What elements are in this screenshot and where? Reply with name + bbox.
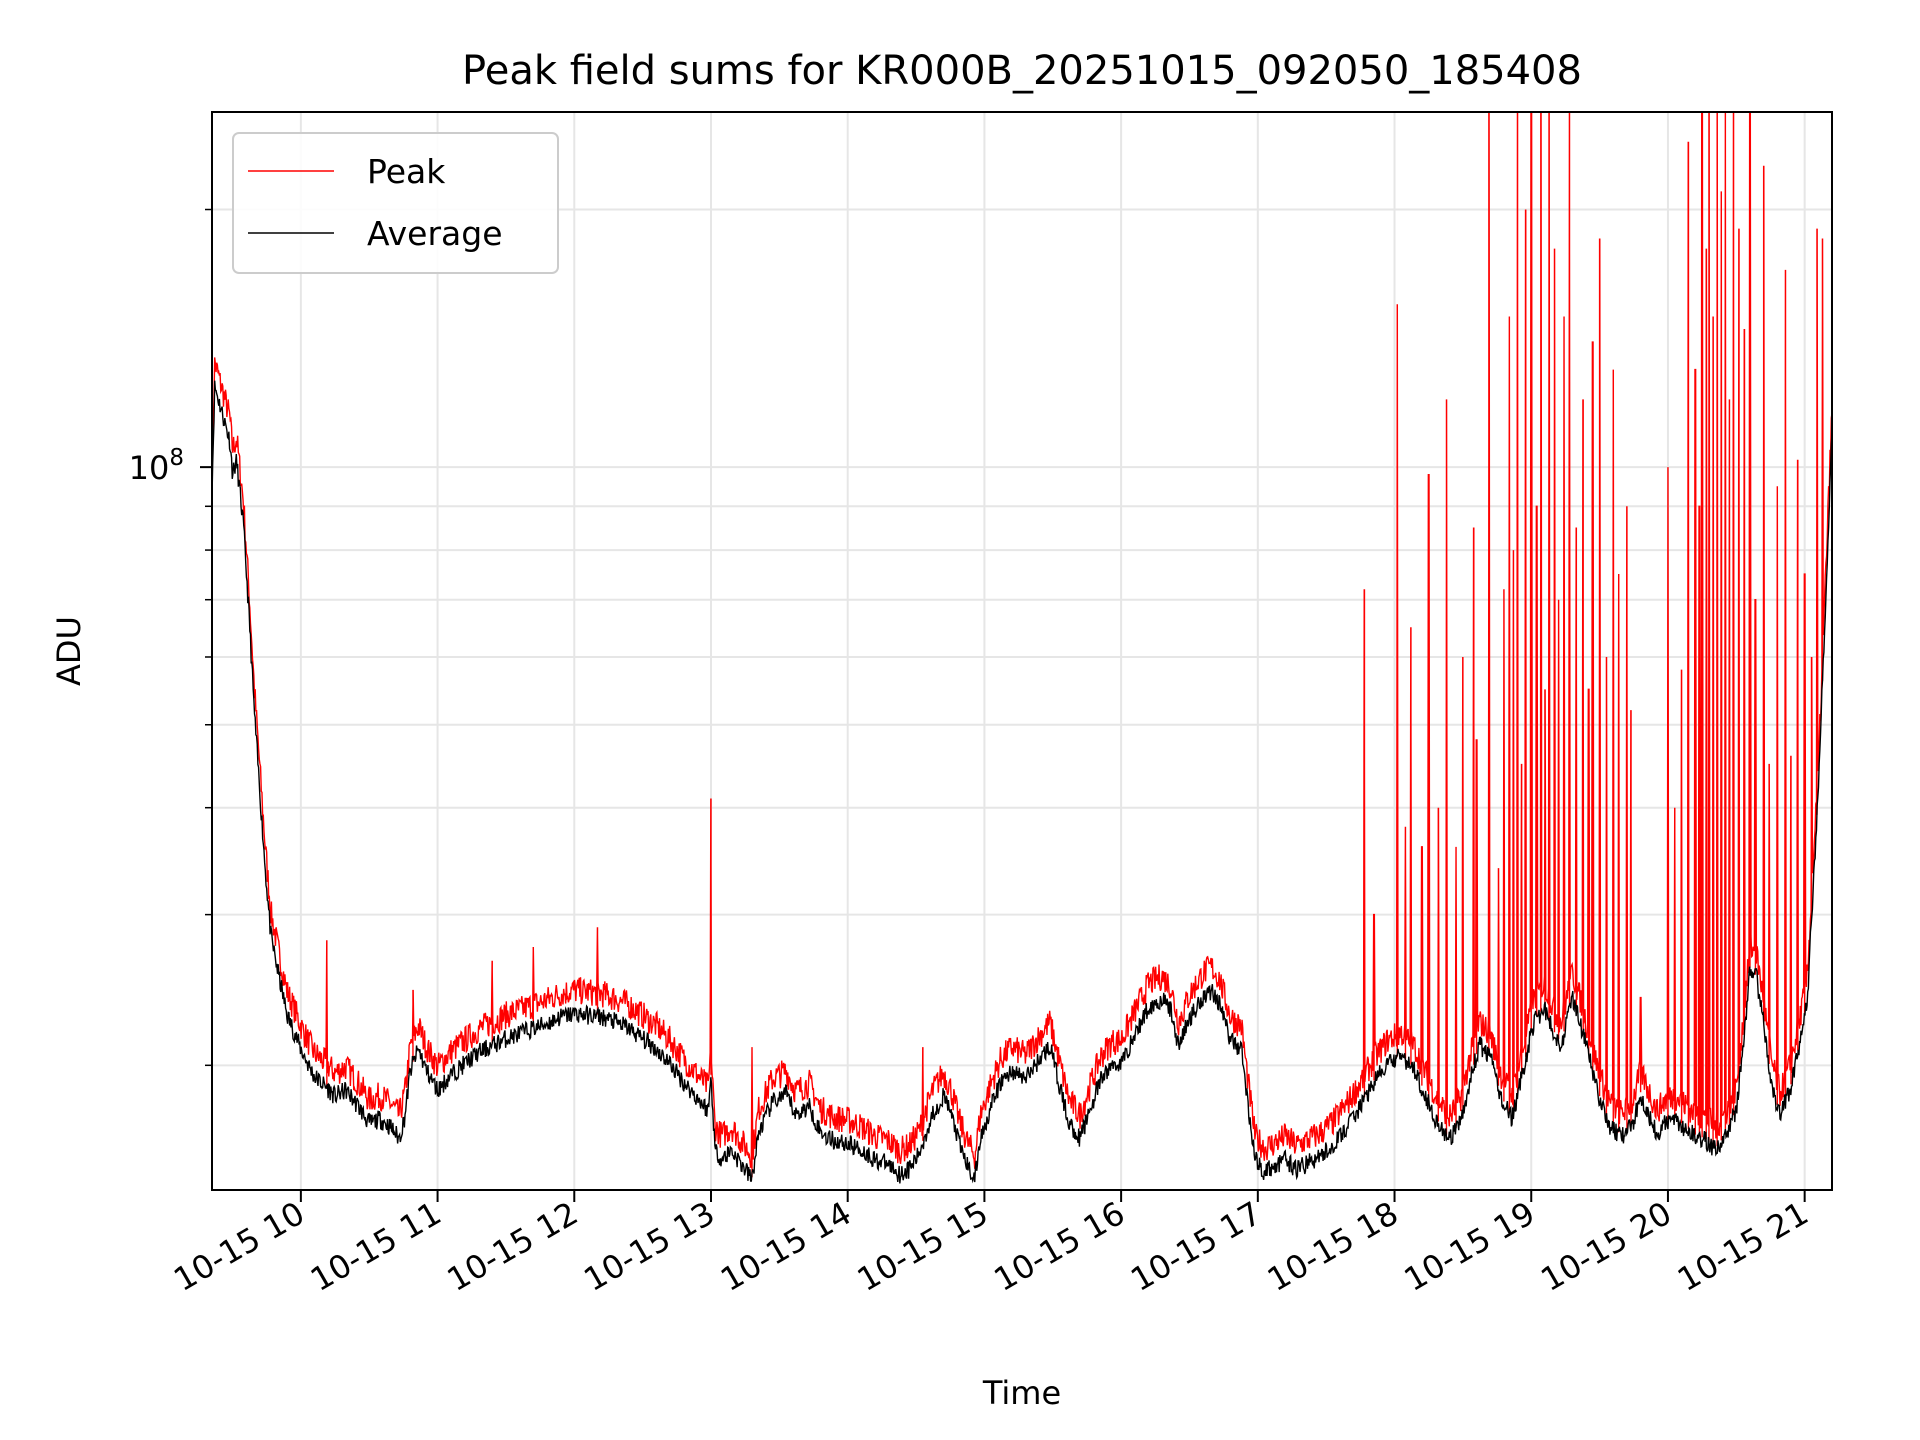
plot-frame [211, 111, 1833, 1191]
x-tick-label: 10-15 20 [1534, 1194, 1678, 1299]
y-axis-ticks: 108 [129, 208, 212, 1067]
x-tick-label: 10-15 16 [988, 1194, 1132, 1299]
x-tick-label: 10-15 12 [441, 1194, 585, 1299]
chart-title: Peak field sums for KR000B_20251015_0920… [462, 48, 1582, 94]
legend-label-average: Average [367, 214, 503, 253]
series-layer [212, 112, 1832, 1184]
legend-label-peak: Peak [367, 152, 446, 191]
legend: Peak Average [232, 132, 559, 274]
legend-box [232, 132, 559, 274]
x-axis-label: Time [982, 1374, 1061, 1412]
x-tick-label: 10-15 14 [714, 1194, 858, 1299]
x-tick-label: 10-15 11 [304, 1194, 448, 1299]
series-peak-line [212, 112, 1832, 1178]
x-tick-label: 10-15 10 [167, 1194, 311, 1299]
x-tick-label: 10-15 18 [1261, 1194, 1405, 1299]
x-tick-label: 10-15 17 [1124, 1194, 1268, 1299]
x-tick-label: 10-15 13 [577, 1194, 721, 1299]
x-tick-label: 10-15 21 [1671, 1194, 1815, 1299]
x-tick-label: 10-15 19 [1398, 1194, 1542, 1299]
y-axis-label: ADU [50, 616, 88, 686]
series-average-line [212, 380, 1832, 1184]
y-tick-label: 108 [129, 445, 184, 487]
grid-lines [212, 112, 1832, 1190]
x-tick-label: 10-15 15 [851, 1194, 995, 1299]
